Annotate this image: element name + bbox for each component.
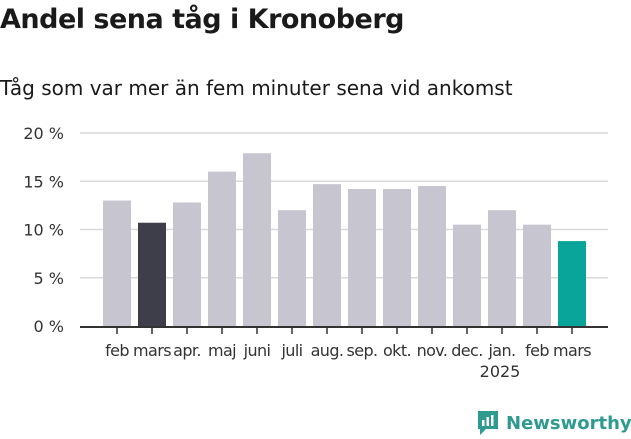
bar (488, 210, 516, 326)
bar (383, 188, 411, 326)
x-tick-label: feb (105, 341, 129, 360)
bar (208, 171, 236, 326)
x-tick-label: okt. (383, 341, 411, 360)
x-tick-label: mars (553, 341, 591, 360)
chart-title: Andel sena tåg i Kronoberg (0, 4, 404, 35)
x-year-label: 2025 (480, 362, 521, 381)
bar (348, 188, 376, 326)
x-tick-label: feb (525, 341, 549, 360)
newsworthy-logo: Newsworthy (476, 409, 631, 437)
x-tick-label: jan. (487, 341, 515, 360)
x-tick-label: maj (208, 341, 236, 360)
y-tick-label: 20 % (23, 124, 64, 143)
bar (558, 241, 586, 326)
y-tick-label: 15 % (23, 172, 64, 191)
chart-subtitle: Tåg som var mer än fem minuter sena vid … (0, 76, 513, 100)
bar (243, 153, 271, 326)
y-tick-label: 0 % (34, 317, 64, 336)
x-tick-label: sep. (346, 341, 377, 360)
y-tick-label: 5 % (34, 269, 64, 288)
brand-name: Newsworthy (506, 412, 631, 434)
bar (278, 210, 306, 326)
newsworthy-icon (478, 411, 498, 435)
bar (453, 224, 481, 326)
bar (103, 200, 131, 326)
x-tick-label: dec. (451, 341, 482, 360)
bar (523, 224, 551, 326)
x-tick-label: nov. (417, 341, 448, 360)
bar (313, 184, 341, 326)
y-tick-label: 10 % (23, 221, 64, 240)
x-tick-label: apr. (173, 341, 201, 360)
x-tick-label: mars (133, 341, 171, 360)
bar (418, 186, 446, 326)
x-tick-label: aug. (311, 341, 344, 360)
bar (138, 222, 166, 326)
x-tick-label: juli (280, 341, 302, 360)
x-tick-label: juni (243, 341, 271, 360)
bar (173, 202, 201, 326)
